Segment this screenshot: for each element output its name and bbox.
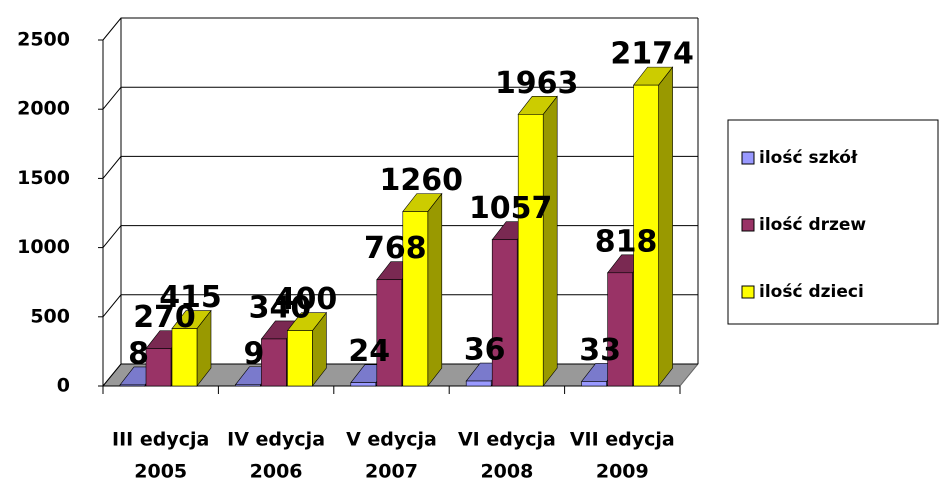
data-label: 2174 — [610, 37, 694, 72]
x-tick-label: V edycja — [346, 429, 437, 451]
data-label: 1057 — [469, 191, 553, 226]
bar-front — [491, 239, 518, 387]
x-tick-label: 2009 — [596, 461, 649, 483]
bar-front — [350, 382, 377, 387]
data-label: 36 — [464, 333, 506, 368]
y-tick-label: 1000 — [17, 236, 70, 258]
grid-line — [102, 17, 698, 41]
bar-front — [287, 330, 313, 387]
bar — [286, 311, 328, 387]
legend-swatch — [741, 151, 755, 165]
y-tick-label: 500 — [30, 305, 70, 327]
bar-side — [542, 95, 558, 387]
data-label: 768 — [364, 231, 427, 266]
data-label: 818 — [595, 224, 658, 259]
data-label: 270 — [133, 300, 196, 335]
data-label: 33 — [579, 333, 621, 368]
bar — [171, 309, 212, 387]
grid-line — [102, 155, 698, 179]
bar-side — [427, 192, 443, 387]
x-tick-label: 2007 — [365, 461, 418, 483]
legend-label: ilość szkół — [759, 148, 858, 168]
legend-label: ilość drzew — [759, 215, 866, 235]
x-tick-label: 2008 — [480, 461, 533, 483]
bar-front — [376, 279, 403, 387]
y-tick-label: 0 — [57, 375, 70, 397]
x-tick-label: 2006 — [250, 461, 303, 483]
data-label: 1260 — [380, 163, 464, 198]
bar-front — [517, 114, 544, 387]
legend-swatch — [741, 218, 755, 232]
y-tick-label: 2500 — [17, 29, 70, 51]
bar-front — [171, 328, 198, 387]
data-label: 1963 — [495, 66, 579, 101]
data-label: 8 — [128, 336, 149, 371]
bar-front — [261, 338, 287, 387]
bar-front — [402, 211, 429, 387]
data-label: 24 — [348, 334, 390, 369]
bar-side — [658, 66, 673, 387]
bar-front — [235, 384, 261, 387]
bar-front — [633, 84, 659, 387]
bar — [402, 192, 443, 387]
bar-front — [465, 380, 492, 387]
data-label: 415 — [159, 280, 222, 315]
bar-front — [119, 384, 146, 387]
data-label: 400 — [275, 282, 338, 317]
legend-swatch — [741, 285, 755, 299]
grid-line — [102, 86, 698, 110]
bar — [632, 66, 674, 387]
legend-label: ilość dzieci — [759, 282, 864, 302]
bar-front — [607, 272, 633, 387]
y-tick-label: 1500 — [17, 167, 70, 189]
x-tick-label: 2005 — [134, 461, 187, 483]
y-tick-label: 2000 — [17, 98, 70, 120]
x-tick-label: VI edycja — [458, 429, 556, 451]
x-tick-label: IV edycja — [227, 429, 325, 451]
bar-front — [581, 381, 607, 387]
data-label: 9 — [243, 336, 264, 371]
bar — [517, 95, 558, 387]
data-label: 340 — [249, 290, 312, 325]
bar-front — [145, 348, 172, 387]
x-tick-label: III edycja — [112, 429, 209, 451]
x-tick-label: VII edycja — [570, 429, 675, 451]
legend-box — [727, 119, 939, 325]
